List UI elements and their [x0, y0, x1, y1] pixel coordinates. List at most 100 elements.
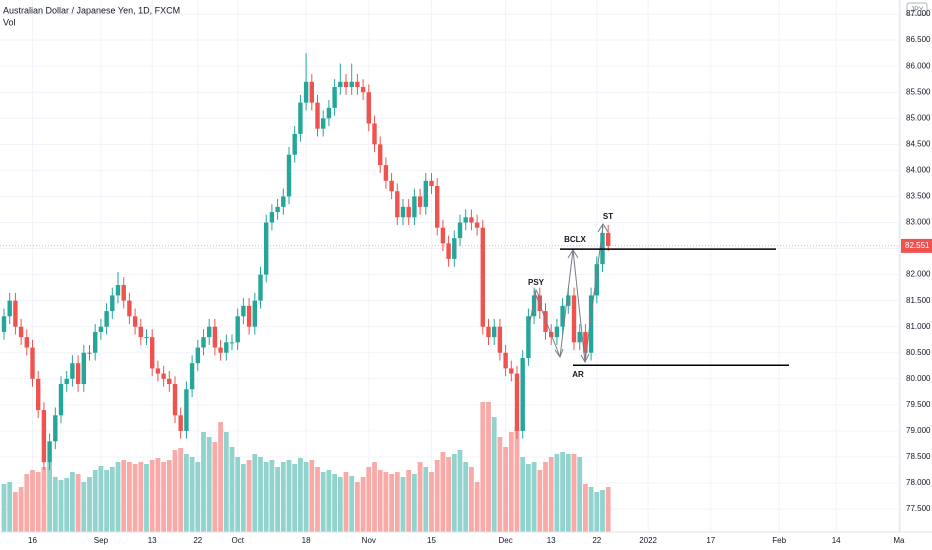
candle-body — [70, 363, 75, 379]
volume-bar — [189, 457, 195, 532]
volume-bar — [172, 450, 178, 532]
candle-body — [378, 144, 383, 166]
candle-body — [309, 81, 314, 103]
candle-body — [503, 352, 508, 369]
volume-bar — [366, 467, 372, 532]
annotation: BCLX — [564, 235, 586, 244]
candle-body — [520, 357, 525, 431]
volume-bar — [337, 477, 343, 532]
x-tick-label: Oct — [231, 536, 244, 545]
candle-body — [258, 274, 263, 301]
volume-bar — [246, 460, 252, 532]
candle-body — [269, 212, 275, 223]
x-tick-label: Ma — [893, 536, 905, 545]
x-tick-label: 13 — [148, 536, 157, 545]
volume-bar — [394, 472, 400, 532]
candle-body — [41, 410, 47, 463]
x-tick-label: Dec — [498, 536, 512, 545]
volume-bar — [457, 450, 463, 532]
candle-body — [343, 81, 349, 88]
candle-body — [463, 217, 468, 223]
candle-body — [58, 384, 64, 416]
arrow — [533, 289, 561, 358]
candle-body — [469, 217, 474, 223]
volume-bar — [303, 462, 309, 532]
candle-body — [526, 316, 531, 358]
volume-bar — [18, 487, 24, 532]
volume-bar — [201, 432, 206, 532]
candle-body — [480, 227, 485, 327]
volume-bar — [166, 460, 172, 532]
volume-bar — [1, 484, 7, 532]
candle-body — [360, 87, 366, 93]
volume-bar — [252, 454, 258, 532]
candle-body — [229, 342, 235, 344]
candle-body — [531, 295, 537, 317]
volume-bar — [104, 470, 109, 532]
volume-bar — [30, 470, 35, 532]
candle-body — [110, 295, 115, 312]
volume-bar — [446, 457, 451, 532]
volume-bar — [520, 457, 526, 532]
candle-body — [36, 378, 41, 411]
volume-bar — [320, 472, 326, 532]
candle-body — [195, 347, 200, 364]
currency-label[interactable]: JPY — [911, 6, 924, 13]
volume-bar — [554, 454, 560, 532]
volume-bar — [292, 464, 298, 532]
volume-bar — [571, 454, 577, 532]
volume-bar — [138, 462, 144, 532]
candle-layer — [1, 53, 611, 470]
candle-body — [423, 180, 428, 207]
candle-body — [18, 326, 24, 338]
arrow — [529, 288, 542, 323]
volume-bar — [389, 474, 394, 532]
candle-body — [560, 305, 565, 327]
volume-bar — [531, 462, 537, 532]
y-tick-label: 87.000 — [906, 9, 931, 18]
y-tick-label: 84.500 — [906, 139, 931, 148]
volume-bar — [309, 460, 315, 532]
currency-badge[interactable] — [906, 2, 928, 16]
volume-bar — [400, 477, 406, 532]
volume-bar — [7, 482, 13, 532]
drawings — [0, 223, 900, 367]
volume-bar — [565, 454, 571, 532]
volume-bar — [263, 462, 269, 532]
candle-body — [104, 311, 109, 327]
volume-bar — [41, 467, 47, 532]
volume-bar — [47, 462, 52, 532]
volume-bar — [497, 437, 503, 532]
volume-bar — [417, 462, 423, 532]
volume-bar — [275, 467, 280, 532]
volume-bar — [127, 462, 132, 532]
volume-bar — [355, 482, 360, 532]
arrow-head — [567, 249, 579, 259]
volume-bar — [87, 477, 92, 532]
arrow-head — [554, 348, 564, 359]
y-tick-label: 81.500 — [906, 296, 931, 305]
volume-bar — [121, 460, 127, 532]
volume-bar — [412, 474, 417, 532]
volume-bar — [423, 467, 429, 532]
volume-bar — [178, 448, 184, 532]
volume-bar — [548, 457, 554, 532]
volume-bar — [372, 462, 377, 532]
candle-body — [98, 326, 104, 332]
volume-bar — [560, 452, 565, 532]
candle-body — [275, 206, 280, 213]
volume-bar — [594, 492, 600, 532]
arrows — [529, 223, 609, 364]
volume-bar — [223, 432, 229, 532]
candle-body — [446, 243, 451, 259]
y-tick-label: 79.000 — [906, 426, 931, 435]
candle-body — [486, 326, 491, 338]
candle-body — [326, 107, 332, 119]
candle-body — [543, 311, 548, 332]
candle-body — [121, 285, 126, 301]
volume-bar — [429, 472, 434, 532]
x-tick-label: 17 — [706, 536, 715, 545]
candle-body — [30, 347, 35, 379]
volume-bar — [486, 402, 491, 532]
